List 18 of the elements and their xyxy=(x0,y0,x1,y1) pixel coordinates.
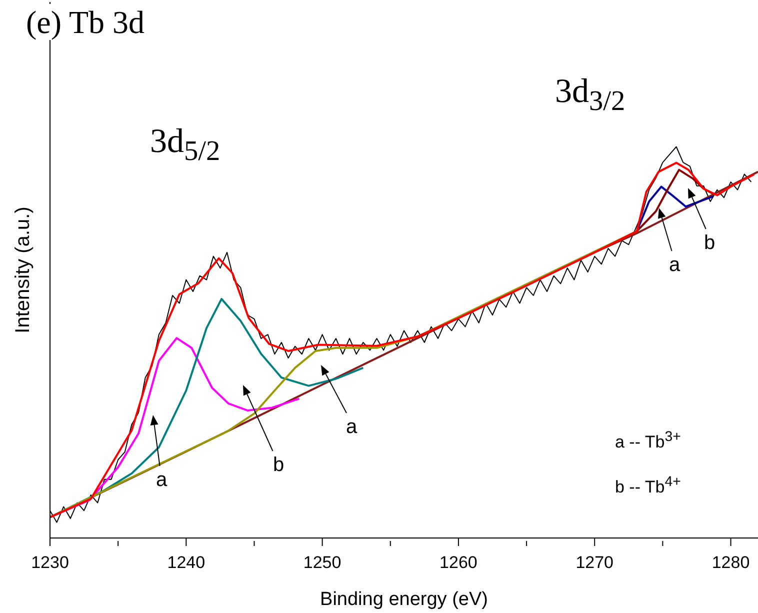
annotation: a xyxy=(346,415,358,439)
annotation: b xyxy=(273,453,284,477)
y-axis-title: Intensity (a.u.) xyxy=(12,206,34,334)
annotation: b xyxy=(704,231,716,255)
annotation: a xyxy=(669,253,680,277)
x-tick-label: 1240 xyxy=(167,553,206,572)
x-tick-label: 1280 xyxy=(712,553,750,572)
x-tick-label: 1250 xyxy=(303,553,342,572)
annotation: a -- Tb$^{3+}$ xyxy=(615,428,681,454)
annotation: b -- Tb$^{4+}$ xyxy=(615,473,681,499)
x-axis-title: Binding energy (eV) xyxy=(320,589,488,610)
x-tick-label: 1270 xyxy=(576,553,614,572)
x-tick-label: 1230 xyxy=(31,553,69,572)
annotation: a xyxy=(156,468,168,492)
annotation: 3d$_{5/2}$ xyxy=(150,123,220,167)
text: 3d$_{3/2}$ xyxy=(555,73,626,117)
x-tick-label: 1260 xyxy=(440,553,478,572)
chart-title: (e) Tb 3d xyxy=(24,4,146,40)
